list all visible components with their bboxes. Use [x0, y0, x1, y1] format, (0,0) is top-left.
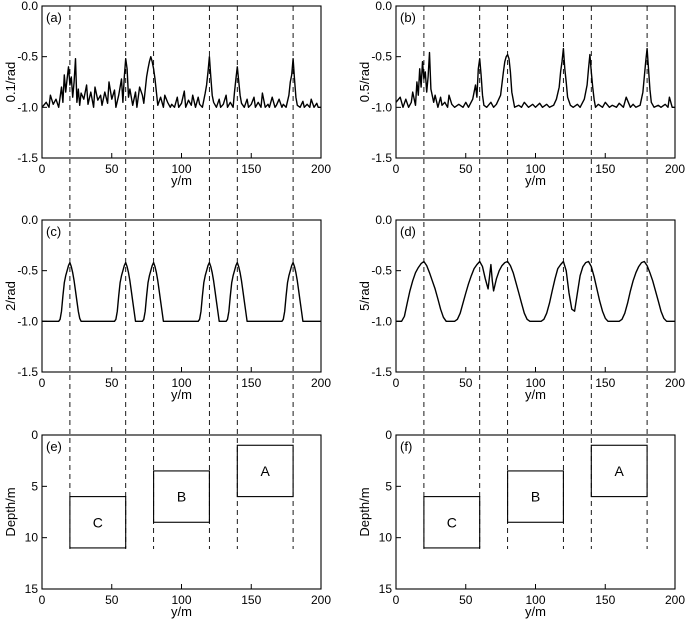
x-tick-label: 100	[525, 376, 545, 390]
panel-d: 0 50 100 150 200 -1.5 -1.0 -0.5 0.0 y/m 5/rad (d)	[357, 213, 685, 402]
y-tick-label: -1.0	[371, 314, 392, 328]
y-tick-label: 5	[31, 479, 38, 493]
x-tick-label: 200	[665, 593, 685, 607]
x-tick-label: 200	[665, 162, 685, 176]
panel-frame	[395, 5, 676, 159]
y-tick-label: 10	[25, 531, 39, 545]
panel-tag: (e)	[46, 439, 62, 454]
x-tick-label: 50	[105, 162, 119, 176]
phase-curve-d	[396, 260, 675, 322]
x-axis-label: y/m	[171, 604, 192, 619]
x-tick-label: 200	[311, 376, 331, 390]
y-tick-label: -1.5	[17, 365, 38, 379]
y-tick-label: 0.0	[21, 213, 38, 227]
y-tick-label: 5	[385, 479, 392, 493]
x-tick-label: 50	[105, 376, 119, 390]
x-tick-label: 0	[39, 376, 46, 390]
panel-tag: (c)	[46, 224, 61, 239]
y-tick-label: 0.0	[375, 213, 392, 227]
y-axis-label: Depth/m	[3, 487, 18, 536]
x-tick-label: 150	[241, 593, 261, 607]
x-tick-label: 200	[665, 376, 685, 390]
phase-curve-b	[395, 47, 675, 109]
panel-a: 0 50 100 150 200 -1.5 -1.0 -0.5 0.0 y/m 0.1/rad (a)	[3, 0, 331, 188]
panel-tag: (f)	[400, 439, 412, 454]
y-axis-label: 0.1/rad	[3, 62, 18, 102]
x-tick-label: 150	[241, 376, 261, 390]
panel-tag: (a)	[46, 10, 62, 25]
x-tick-label: 0	[393, 593, 400, 607]
x-tick-label: 0	[39, 162, 46, 176]
y-tick-label: 0	[31, 428, 38, 442]
phase-curve-c	[42, 261, 321, 322]
x-tick-label: 100	[171, 162, 191, 176]
y-tick-label: -1.0	[17, 314, 38, 328]
block-b-label: B	[531, 489, 540, 505]
y-tick-label: -1.5	[17, 151, 38, 165]
x-tick-label: 200	[311, 593, 331, 607]
panels-layer: 0 50 100 150 200-1.5-1.0-0.50.0y/m0.1/rad(a)…	[3, 0, 685, 619]
y-tick-label: -1.5	[371, 365, 392, 379]
x-tick-label: 0	[393, 376, 400, 390]
block-c-label: C	[93, 514, 103, 530]
panel-e: 0 50 100 150 200 0 5 10 15 y/m Depth/m (e) A B C	[3, 428, 331, 619]
block-a-label: A	[261, 463, 271, 479]
panel-frame	[395, 434, 676, 590]
x-axis-label: y/m	[525, 173, 546, 188]
x-tick-label: 150	[595, 376, 615, 390]
y-tick-label: 0	[385, 428, 392, 442]
panel-f: 0 50 100 150 200 0 5 10 15 y/m Depth/m (f) A B C	[357, 428, 685, 619]
y-tick-label: 15	[379, 582, 393, 596]
y-tick-label: -1.0	[371, 100, 392, 114]
phase-curve-a	[41, 56, 321, 109]
x-tick-label: 50	[459, 162, 473, 176]
y-tick-label: -0.5	[371, 264, 392, 278]
panel-tag: (d)	[400, 224, 416, 239]
guide-lines-layer	[69, 6, 648, 549]
x-tick-label: 50	[105, 593, 119, 607]
panel-frame	[41, 219, 322, 373]
y-axis-label: Depth/m	[357, 487, 372, 536]
x-tick-label: 200	[311, 162, 331, 176]
x-tick-label: 50	[459, 593, 473, 607]
panel-frame	[41, 5, 322, 159]
panel-frame	[41, 434, 322, 590]
y-tick-label: 0.0	[375, 0, 392, 13]
x-tick-label: 0	[393, 162, 400, 176]
block-b-label: B	[177, 489, 186, 505]
x-axis-label: y/m	[171, 173, 192, 188]
block-a-outline	[236, 444, 294, 498]
x-axis-label: y/m	[525, 387, 546, 402]
x-axis-label: y/m	[171, 387, 192, 402]
y-tick-label: -0.5	[17, 264, 38, 278]
x-tick-label: 150	[595, 593, 615, 607]
y-axis-label: 2/rad	[3, 281, 18, 311]
panel-tag: (b)	[400, 10, 416, 25]
y-tick-label: -1.0	[17, 100, 38, 114]
y-tick-label: -1.5	[371, 151, 392, 165]
x-tick-label: 100	[171, 593, 191, 607]
block-a-outline	[590, 444, 648, 498]
x-tick-label: 50	[459, 376, 473, 390]
block-c-label: C	[447, 514, 457, 530]
x-tick-label: 100	[525, 162, 545, 176]
y-tick-label: -0.5	[371, 50, 392, 64]
x-axis-label: y/m	[525, 604, 546, 619]
y-tick-label: 15	[25, 582, 39, 596]
panel-c: 0 50 100 150 200 -1.5 -1.0 -0.5 0.0 y/m 2/rad (c)	[3, 213, 331, 402]
y-axis-label: 0.5/rad	[357, 62, 372, 102]
y-tick-label: 10	[379, 531, 393, 545]
panel-frame	[395, 219, 676, 373]
y-tick-label: -0.5	[17, 50, 38, 64]
x-tick-label: 150	[241, 162, 261, 176]
y-axis-label: 5/rad	[357, 281, 372, 311]
x-tick-label: 100	[171, 376, 191, 390]
panel-b: 0 50 100 150 200 -1.5 -1.0 -0.5 0.0 y/m 0.5/rad (b)	[357, 0, 685, 188]
x-tick-label: 0	[39, 593, 46, 607]
block-a-label: A	[615, 463, 625, 479]
x-tick-label: 100	[525, 593, 545, 607]
y-tick-label: 0.0	[21, 0, 38, 13]
x-tick-label: 150	[595, 162, 615, 176]
